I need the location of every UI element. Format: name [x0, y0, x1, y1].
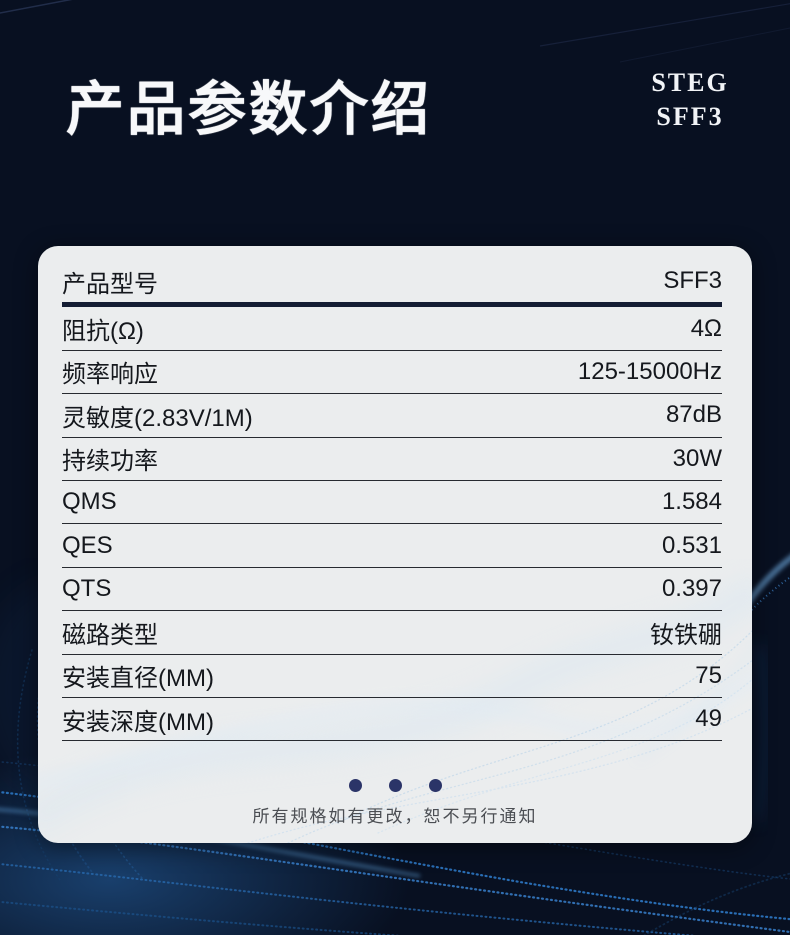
pager-dot: [428, 779, 442, 793]
spec-value: 1.584: [661, 488, 722, 516]
spec-label: 产品型号: [62, 270, 158, 298]
spec-value: 87dB: [665, 401, 722, 429]
spec-value: 0.531: [661, 531, 722, 559]
spec-row: 持续功率 30W: [62, 438, 722, 481]
spec-label: 安装直径(MM): [62, 665, 214, 693]
spec-label: 阻抗(Ω): [62, 318, 144, 346]
spec-value: SFF3: [663, 267, 722, 295]
spec-value: 钕铁硼: [650, 621, 722, 649]
pager-dot: [388, 779, 402, 793]
spec-label: 灵敏度(2.83V/1M): [62, 404, 253, 432]
spec-row: 安装深度(MM) 49: [62, 698, 722, 742]
spec-label: QTS: [62, 574, 112, 602]
spec-label: 磁路类型: [62, 621, 158, 649]
spec-label: QES: [62, 531, 113, 559]
brand-name: STEG: [651, 68, 729, 97]
spec-value: 0.397: [661, 574, 722, 602]
spec-row: 灵敏度(2.83V/1M) 87dB: [62, 394, 722, 438]
spec-value: 75: [695, 661, 722, 689]
spec-label: 持续功率: [62, 448, 158, 476]
spec-row: 产品型号 SFF3: [62, 260, 722, 308]
disclaimer-note: 所有规格如有更改，恕不另行通知: [252, 807, 538, 827]
spec-row: 磁路类型 钕铁硼: [62, 611, 722, 655]
pager-dot: [348, 779, 362, 793]
spec-row: 阻抗(Ω) 4Ω: [62, 307, 722, 351]
spec-value: 125-15000Hz: [577, 357, 722, 385]
spec-row: QTS 0.397: [62, 568, 722, 612]
spec-label: 安装深度(MM): [62, 708, 214, 736]
page-title: 产品参数介绍: [66, 77, 433, 142]
brand-model-block: STEG SFF3: [642, 66, 738, 134]
spec-value: 49: [695, 705, 722, 733]
spec-card: 产品型号 SFF3 阻抗(Ω) 4Ω 频率响应 125-15000Hz 灵敏度(…: [38, 246, 752, 843]
spec-label: 频率响应: [62, 361, 158, 389]
spec-value: 4Ω: [690, 314, 722, 342]
spec-row: QES 0.531: [62, 524, 722, 568]
spec-row: QMS 1.584: [62, 481, 722, 525]
spec-table: 产品型号 SFF3 阻抗(Ω) 4Ω 频率响应 125-15000Hz 灵敏度(…: [38, 246, 752, 742]
pager-dots: [38, 779, 752, 793]
spec-value: 30W: [672, 444, 722, 472]
model-name: SFF3: [656, 102, 724, 131]
spec-row: 频率响应 125-15000Hz: [62, 351, 722, 395]
spec-row: 安装直径(MM) 75: [62, 655, 722, 698]
spec-label: QMS: [62, 488, 117, 516]
